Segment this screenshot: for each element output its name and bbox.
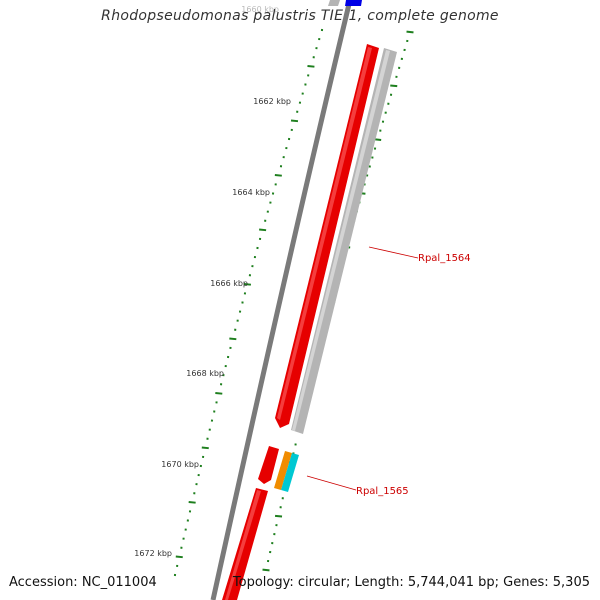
- scale-tick: [406, 30, 414, 34]
- scale-label-1668: 1668 kbp: [186, 369, 224, 378]
- genome-backbone: [210, 0, 353, 600]
- scale-tick: [229, 337, 237, 341]
- scale-tick: [262, 568, 270, 572]
- genome-summary-text: Topology: circular; Length: 5,744,041 bp…: [232, 575, 590, 590]
- gene-feature-orange[interactable]: [274, 451, 292, 490]
- scale-label-1660: 1660 kbp: [241, 5, 279, 14]
- scale-label-1666: 1666 kbp: [210, 279, 248, 288]
- scale-tick: [307, 64, 315, 68]
- scale-tick: [201, 446, 209, 450]
- genome-title: Rhodopseudomonas palustris TIE-1, comple…: [101, 8, 499, 24]
- gene-features[interactable]: [222, 0, 397, 600]
- gene-feature-gray-top: [328, 0, 340, 6]
- label-leader-1565-a: [306, 475, 357, 491]
- gene-feature-cyan[interactable]: [281, 453, 299, 492]
- accession-text: Accession: NC_011004: [9, 575, 157, 590]
- gene-label-rpal-1565[interactable]: Rpal_1565: [356, 486, 409, 497]
- scale-tick: [188, 500, 196, 504]
- scale-tick: [215, 391, 223, 395]
- scale-label-1670: 1670 kbp: [161, 460, 199, 469]
- scale-tick: [390, 84, 398, 88]
- gene-feature-gray-highlight: [292, 50, 390, 431]
- scale-label-1662: 1662 kbp: [253, 97, 291, 106]
- scale-labels: 1660 kbp 1662 kbp 1664 kbp 1666 kbp 1668…: [134, 5, 291, 558]
- label-leader-1564: [368, 246, 419, 259]
- scale-tick: [274, 173, 282, 177]
- gene-feature-red-1-highlight: [277, 47, 372, 420]
- gene-feature-red-2[interactable]: [258, 446, 279, 484]
- scale-tick: [259, 228, 267, 232]
- gene-feature-red-3-highlight: [225, 490, 261, 600]
- scale-label-1672: 1672 kbp: [134, 549, 172, 558]
- gene-label-rpal-1564[interactable]: Rpal_1564: [418, 253, 471, 264]
- scale-tick: [243, 282, 252, 286]
- scale-tick: [175, 555, 183, 559]
- gene-feature-blue[interactable]: [345, 0, 362, 6]
- scale-label-1664: 1664 kbp: [232, 188, 270, 197]
- scale-tick: [274, 514, 283, 518]
- scale-tick: [290, 119, 299, 123]
